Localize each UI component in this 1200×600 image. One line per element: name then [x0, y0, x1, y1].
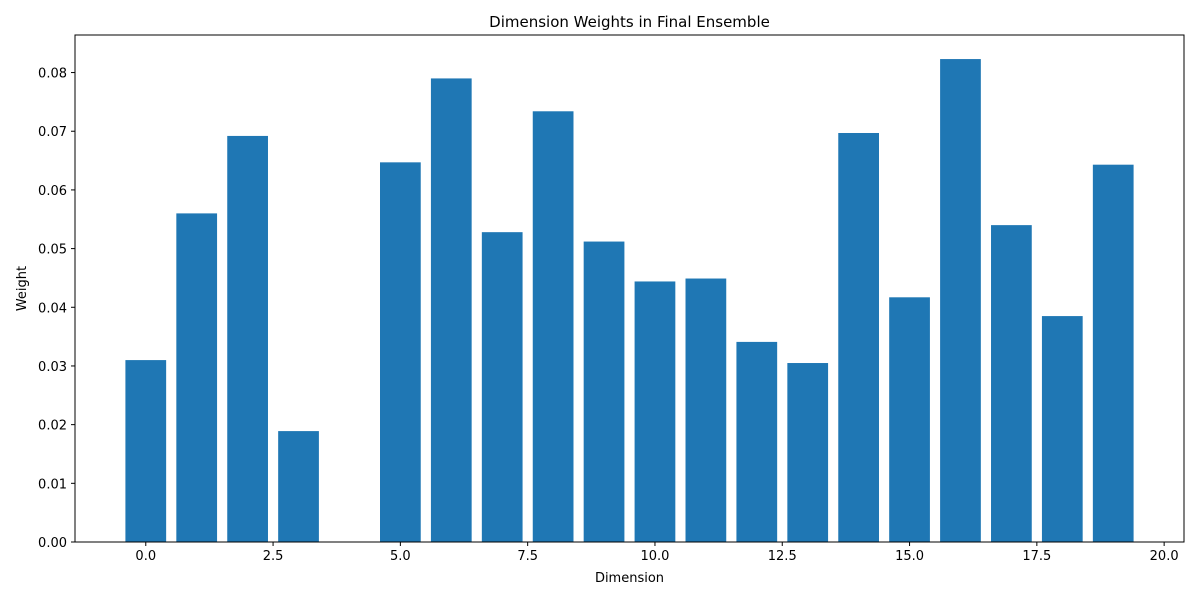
- y-tick-label: 0.00: [38, 536, 67, 551]
- x-axis-label: Dimension: [595, 571, 664, 586]
- x-tick-label: 15.0: [895, 549, 924, 564]
- x-tick-label: 12.5: [768, 549, 797, 564]
- x-tick-label: 5.0: [390, 549, 411, 564]
- chart-title: Dimension Weights in Final Ensemble: [489, 13, 770, 31]
- bar-dimension-0: [125, 360, 167, 542]
- bar-dimension-6: [430, 78, 472, 542]
- x-tick-label: 17.5: [1022, 549, 1051, 564]
- x-tick-label: 10.0: [640, 549, 669, 564]
- y-axis-label: Weight: [15, 266, 30, 311]
- x-tick-label: 2.5: [263, 549, 284, 564]
- x-tick-label: 0.0: [135, 549, 156, 564]
- bars-group: [125, 59, 1134, 543]
- bar-dimension-13: [787, 363, 829, 542]
- y-tick-label: 0.02: [38, 419, 67, 434]
- bar-dimension-18: [1041, 316, 1083, 542]
- y-tick-label: 0.08: [38, 67, 67, 82]
- y-tick-label: 0.07: [38, 125, 67, 140]
- y-ticks-group: 0.00 0.01 0.02 0.03 0.04 0.05 0.06 0.07 0.08: [38, 67, 75, 551]
- bar-dimension-8: [532, 111, 574, 542]
- x-tick-label: 20.0: [1150, 549, 1179, 564]
- x-tick-label: 7.5: [517, 549, 538, 564]
- y-tick-label: 0.01: [38, 477, 67, 492]
- y-tick-label: 0.06: [38, 184, 67, 199]
- y-tick-label: 0.04: [38, 301, 67, 316]
- bar-dimension-19: [1092, 164, 1134, 542]
- bar-dimension-12: [736, 341, 778, 542]
- y-tick-label: 0.03: [38, 360, 67, 375]
- y-tick-label: 0.05: [38, 243, 67, 258]
- bar-dimension-7: [481, 232, 523, 542]
- bar-dimension-3: [278, 431, 319, 542]
- bar-dimension-17: [991, 225, 1032, 542]
- bar-dimension-14: [838, 132, 879, 542]
- bar-dimension-15: [889, 297, 930, 542]
- bar-dimension-11: [685, 278, 727, 542]
- bar-dimension-1: [176, 213, 218, 542]
- bar-dimension-5: [380, 162, 421, 543]
- plot-frame: [74, 34, 1185, 543]
- bar-dimension-2: [227, 135, 268, 543]
- bar-dimension-16: [940, 59, 981, 543]
- x-ticks-group: 0.0 2.5 5.0 7.5 10.0 12.5 15.0 17.5 20.0: [135, 542, 1179, 564]
- bar-dimension-10: [634, 281, 676, 542]
- bar-dimension-9: [583, 241, 625, 543]
